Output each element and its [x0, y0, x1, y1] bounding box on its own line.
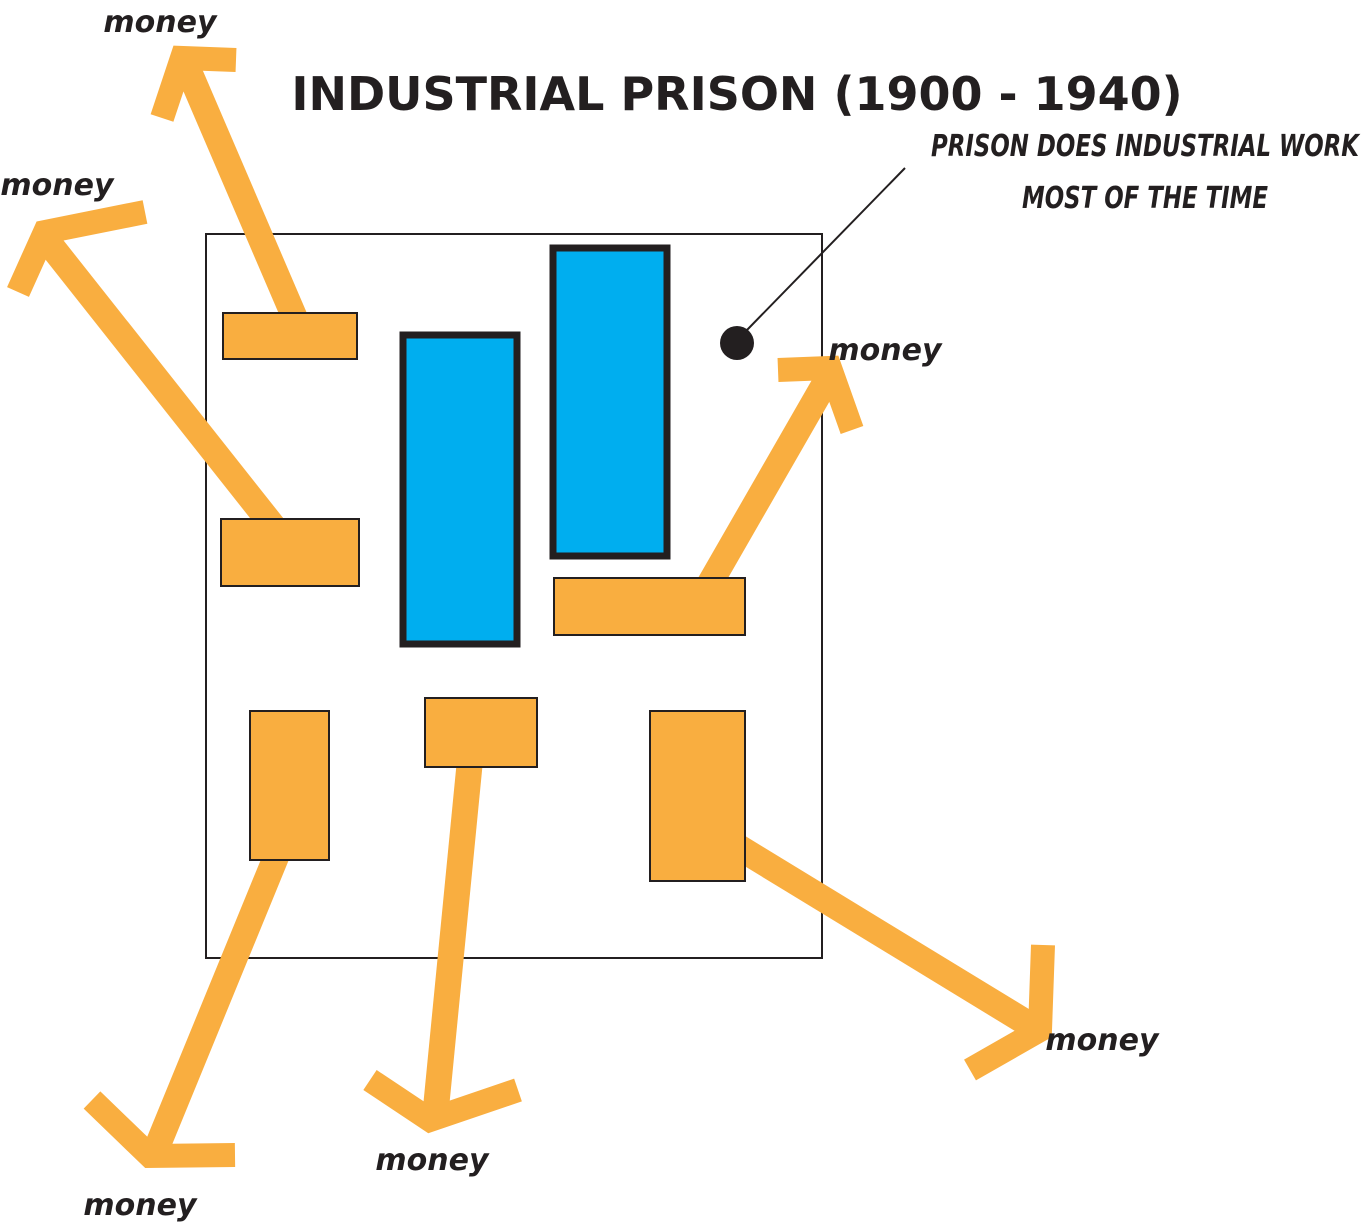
leader-line — [746, 167, 906, 331]
money-label: money — [1045, 1023, 1160, 1058]
workshop — [220, 518, 360, 587]
arrow — [142, 830, 298, 1157]
annotation-line: PRISON DOES INDUSTRIAL WORK — [931, 129, 1361, 164]
arrow-head — [150, 45, 237, 122]
arrow — [173, 56, 312, 336]
arrow-head — [363, 1070, 522, 1134]
arrow — [693, 371, 840, 599]
arrow-head — [83, 1091, 236, 1169]
cell-block — [399, 331, 521, 648]
annotation-line: MOST OF THE TIME — [1022, 181, 1268, 216]
prison-frame — [205, 233, 823, 959]
money-label: money — [83, 1188, 198, 1223]
arrow-head — [777, 355, 864, 435]
workshop — [649, 710, 746, 882]
arrow — [728, 833, 1042, 1040]
arrow-head — [964, 944, 1055, 1081]
title: INDUSTRIAL PRISON (1900 - 1940) — [291, 67, 1182, 121]
workshop — [553, 577, 746, 636]
workshop — [249, 710, 330, 861]
arrow-head — [7, 200, 148, 297]
money-label: money — [375, 1143, 490, 1178]
money-label: money — [0, 168, 115, 203]
arrows — [7, 45, 1055, 1169]
workshop — [222, 312, 358, 360]
dot — [720, 326, 754, 360]
money-label: money — [103, 5, 218, 40]
arrow — [422, 758, 483, 1120]
workshop — [424, 697, 538, 768]
cell-block — [549, 244, 671, 560]
money-label: money — [828, 333, 943, 368]
arrow — [34, 229, 291, 544]
